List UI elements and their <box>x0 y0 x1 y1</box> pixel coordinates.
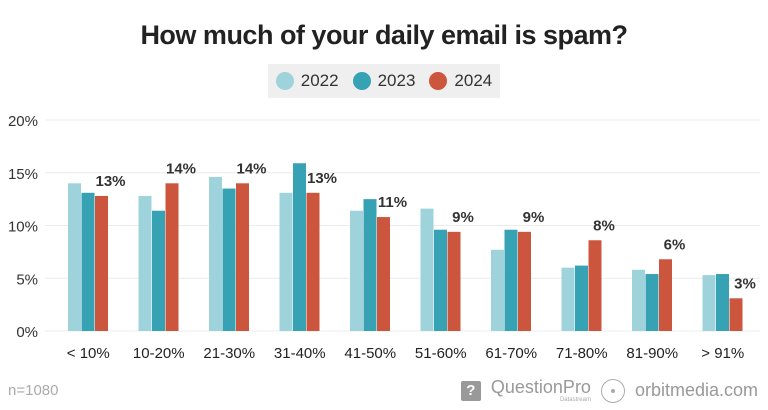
legend-label: 2023 <box>377 71 416 90</box>
bar-2024 <box>95 195 108 331</box>
x-tick-label: < 10% <box>67 345 110 362</box>
bar-2022 <box>561 267 575 331</box>
bar-2022 <box>138 195 152 331</box>
y-tick-label: 5% <box>16 271 38 288</box>
legend-swatch <box>275 72 294 90</box>
bar-2022 <box>491 249 504 331</box>
data-label: 6% <box>664 236 686 253</box>
x-tick-label: 41-50% <box>344 345 396 362</box>
bar-2024 <box>518 231 531 331</box>
bar-2024 <box>447 231 461 331</box>
x-tick-label: 21-30% <box>203 345 255 362</box>
x-tick-label: 71-80% <box>556 345 608 362</box>
bar-2022 <box>420 208 434 331</box>
data-label: 9% <box>452 209 474 226</box>
bar-2023 <box>363 199 377 331</box>
legend: 2022 2023 2024 <box>268 64 500 98</box>
questionpro-logo-wrap: QuestionPro Datastream <box>491 378 591 403</box>
data-label: 9% <box>523 209 545 226</box>
orbit-logo-icon <box>600 378 625 403</box>
bar-2024 <box>588 240 602 331</box>
bar-2023 <box>645 274 659 331</box>
bar-2023 <box>293 163 306 331</box>
bar-2022 <box>68 183 81 331</box>
x-tick-label: 81-90% <box>626 345 678 362</box>
data-label: 8% <box>593 217 615 234</box>
orbitmedia-logo: orbitmedia.com <box>634 380 758 400</box>
sample-size: n=1080 <box>8 382 59 399</box>
bar-2024 <box>377 217 390 331</box>
bar-2022 <box>632 269 645 331</box>
legend-item: 2022 <box>275 71 339 91</box>
questionpro-logo-subtitle: Datastream <box>559 397 591 403</box>
bar-2023 <box>504 229 518 331</box>
questionpro-logo: QuestionPro <box>490 377 591 397</box>
data-label: 14% <box>166 160 196 177</box>
bar-2024 <box>165 183 179 331</box>
bar-2024 <box>659 259 672 331</box>
y-tick-label: 0% <box>16 324 38 341</box>
legend-label: 2022 <box>300 71 339 90</box>
x-tick-label: 10-20% <box>133 345 185 362</box>
bar-2022 <box>350 210 363 331</box>
bar-2024 <box>236 183 249 331</box>
bar-2022 <box>279 192 293 331</box>
bar-2024 <box>729 298 743 331</box>
bar-2023 <box>152 210 165 331</box>
bar-2023 <box>716 274 729 331</box>
x-tick-label: 31-40% <box>274 345 326 362</box>
legend-label: 2024 <box>454 71 493 90</box>
legend-swatch <box>429 72 448 90</box>
bar-2023 <box>575 265 588 331</box>
chart-title: How much of your daily email is spam? <box>140 20 628 50</box>
legend-item: 2023 <box>352 71 416 91</box>
logos: ? QuestionPro Datastream orbitmedia.com <box>460 378 758 403</box>
data-label: 14% <box>236 160 266 177</box>
bar-2024 <box>306 192 320 331</box>
bar-2023 <box>81 192 95 331</box>
x-tick-label: 61-70% <box>485 345 537 362</box>
x-tick-label: 51-60% <box>415 345 467 362</box>
legend-item: 2024 <box>429 71 492 91</box>
data-label: 11% <box>378 194 407 211</box>
data-label: 13% <box>95 173 125 190</box>
data-label: 13% <box>307 170 337 187</box>
bar-2022 <box>702 275 716 331</box>
y-tick-label: 20% <box>8 113 38 130</box>
y-tick-label: 10% <box>8 219 38 236</box>
data-label: 3% <box>734 275 756 292</box>
bar-2023 <box>434 229 447 331</box>
x-tick-label: > 91% <box>701 345 744 362</box>
legend-swatch <box>352 72 371 90</box>
bar-2022 <box>209 176 222 331</box>
y-tick-label: 15% <box>8 166 38 183</box>
bar-2023 <box>222 188 236 331</box>
questionpro-logo-icon: ? <box>460 380 481 401</box>
